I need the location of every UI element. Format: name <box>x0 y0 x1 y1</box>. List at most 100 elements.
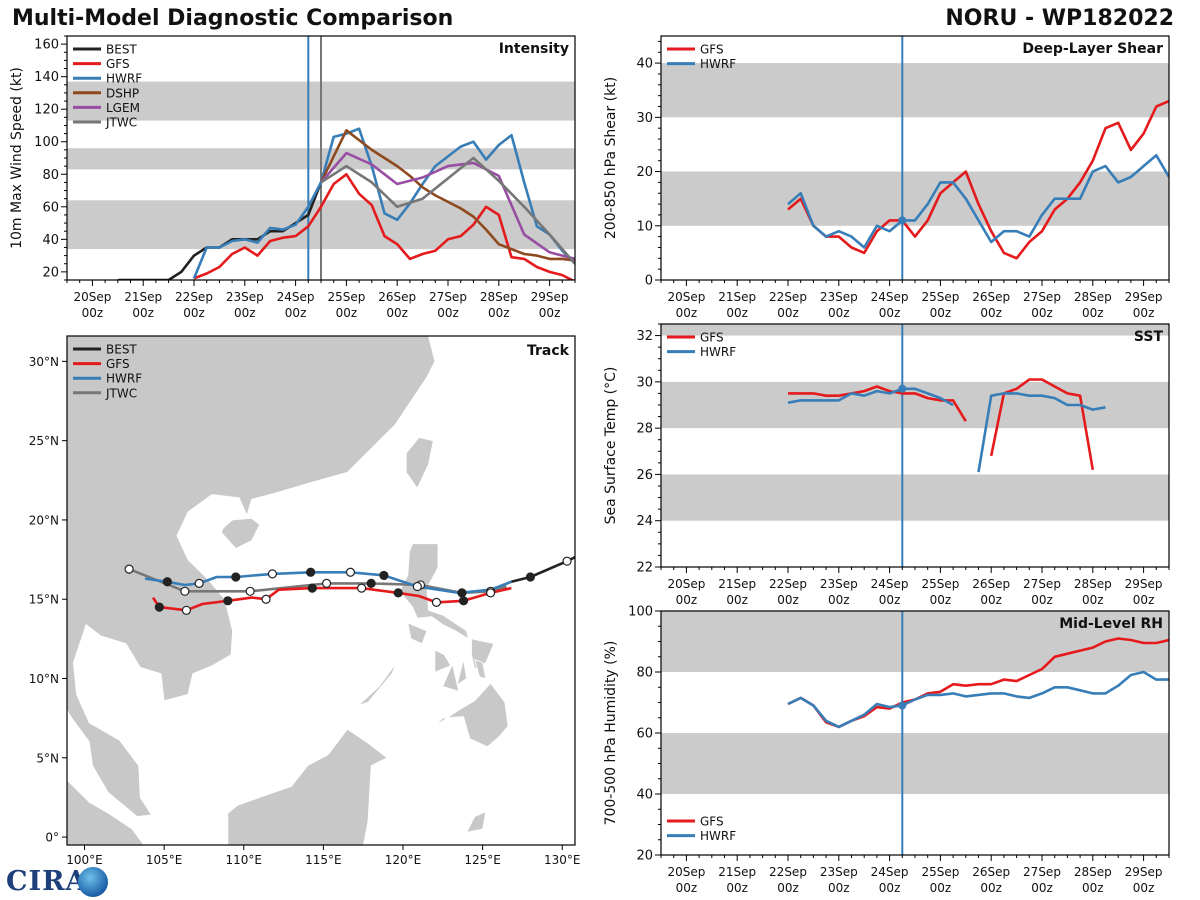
track-point-jtwc <box>245 586 255 596</box>
y-axis-label: 700-500 hPa Humidity (%) <box>603 641 619 826</box>
track-point-gfs <box>154 602 164 612</box>
x-tick-label-date: 28Sep <box>1074 865 1112 879</box>
x-tick-label-date: 22Sep <box>769 577 807 591</box>
track-point-hwrf <box>267 569 278 579</box>
series-line-lgem <box>320 151 575 261</box>
y-tick-label: 15°N <box>29 593 59 607</box>
y-tick-label: 80 <box>42 168 59 183</box>
cira-logo-text: CIRA <box>6 866 88 897</box>
current-value-marker <box>898 384 907 393</box>
shaded-band <box>661 474 1169 521</box>
x-tick-label-date: 27Sep <box>1023 865 1061 879</box>
y-tick-label: 10°N <box>29 672 59 686</box>
legend-label-hwrf: HWRF <box>700 57 736 71</box>
current-value-marker <box>898 701 907 710</box>
land-mass <box>434 682 509 748</box>
x-tick-label-hour: 00z <box>82 306 104 320</box>
globe-icon <box>78 867 108 897</box>
y-tick-label: 20 <box>42 265 59 280</box>
x-tick-label-date: 28Sep <box>1074 577 1112 591</box>
track-line-gfs <box>151 586 512 612</box>
y-tick-label: 20°N <box>29 513 59 527</box>
track-point-gfs <box>485 588 496 598</box>
land-mass <box>442 662 460 692</box>
y-tick-label: 140 <box>34 70 59 85</box>
x-tick-label-date: 25Sep <box>327 290 365 304</box>
land-mass <box>221 517 261 549</box>
y-tick-label: 22 <box>636 561 653 576</box>
track-line-hwrf <box>144 571 512 595</box>
x-tick-label-date: 20Sep <box>667 290 705 304</box>
x-tick-label-date: 27Sep <box>1023 577 1061 591</box>
x-tick-label-date: 21Sep <box>718 577 756 591</box>
land-mass <box>407 622 428 645</box>
x-tick-label-date: 25Sep <box>921 865 959 879</box>
x-tick-label: 115°E <box>305 853 342 867</box>
rh-panel: 20Sep 00z 21Sep 00z 22Sep 00z 23Sep 00z 24Sep 00z… <box>603 605 1170 895</box>
x-tick-label: 130°E <box>544 853 581 867</box>
x-tick-label-hour: 00z <box>1082 881 1104 895</box>
intensity-panel: 20Sep 00z 21Sep 00z 22Sep 00z 23Sep 00z 24Sep 00z… <box>9 35 576 320</box>
current-value-marker <box>898 216 907 225</box>
x-tick-label-date: 21Sep <box>124 290 162 304</box>
legend-label-best: BEST <box>106 43 137 57</box>
x-tick-label-date: 23Sep <box>820 577 858 591</box>
y-axis-label: 200-850 hPa Shear (kt) <box>603 77 619 239</box>
x-tick-label-date: 24Sep <box>871 577 909 591</box>
x-tick-label-hour: 00z <box>1082 306 1104 320</box>
series-line-hwrf <box>192 127 575 279</box>
shaded-band <box>661 63 1169 118</box>
y-tick-label: 5°N <box>36 751 59 765</box>
axes-frame <box>66 335 576 846</box>
track-point-hwrf <box>412 581 422 592</box>
x-tick-label-hour: 00z <box>336 306 358 320</box>
land-mass <box>434 649 452 673</box>
track-point-hwrf <box>345 567 356 577</box>
x-tick-label-hour: 00z <box>879 881 901 895</box>
series-line-gfs <box>787 99 1169 260</box>
x-tick-label: 110°E <box>226 853 263 867</box>
x-tick-label-date: 26Sep <box>972 865 1010 879</box>
y-tick-label: 30 <box>636 375 653 390</box>
legend-label-dshp: DSHP <box>106 86 139 100</box>
track-plot-area <box>67 336 575 845</box>
x-tick-label-hour: 00z <box>930 306 952 320</box>
legend-label-gfs: GFS <box>106 357 130 371</box>
y-tick-label: 0° <box>45 831 59 845</box>
figure-title: Multi-Model Diagnostic Comparison <box>12 6 454 31</box>
x-tick-label-hour: 00z <box>726 593 748 607</box>
x-tick-label-date: 29Sep <box>531 290 569 304</box>
track-point-gfs <box>181 605 192 615</box>
track-point-best <box>525 572 536 582</box>
land-mass <box>67 779 145 845</box>
x-tick-label-hour: 00z <box>828 881 850 895</box>
x-tick-label: 105°E <box>146 853 183 867</box>
track-point-gfs <box>458 596 469 606</box>
shaded-band <box>661 611 1169 672</box>
x-tick-label-hour: 00z <box>1133 593 1155 607</box>
y-tick-label: 120 <box>34 103 59 118</box>
track-point-jtwc <box>457 588 467 598</box>
land-mass <box>465 811 487 833</box>
x-tick-label-date: 26Sep <box>972 290 1010 304</box>
x-tick-label-date: 25Sep <box>921 290 959 304</box>
y-tick-label: 30°N <box>29 355 59 369</box>
x-tick-label-hour: 00z <box>777 593 799 607</box>
y-tick-label: 24 <box>636 514 653 529</box>
legend-label-hwrf: HWRF <box>106 372 142 386</box>
track-point-gfs <box>261 594 271 604</box>
x-tick-label-hour: 00z <box>930 593 952 607</box>
x-tick-label-hour: 00z <box>1133 881 1155 895</box>
x-tick-label-hour: 00z <box>386 306 408 320</box>
y-tick-label: 100 <box>628 605 653 620</box>
shaded-band <box>661 733 1169 794</box>
land-mass <box>399 543 469 640</box>
x-tick-label-date: 26Sep <box>972 577 1010 591</box>
legend-label-hwrf: HWRF <box>106 72 142 86</box>
x-tick-label-date: 26Sep <box>378 290 416 304</box>
y-tick-label: 32 <box>636 329 653 344</box>
legend-label-jtwc: JTWC <box>105 116 137 130</box>
x-tick-label-date: 28Sep <box>1074 290 1112 304</box>
x-tick-label-hour: 00z <box>879 306 901 320</box>
x-tick-label-hour: 00z <box>183 306 205 320</box>
